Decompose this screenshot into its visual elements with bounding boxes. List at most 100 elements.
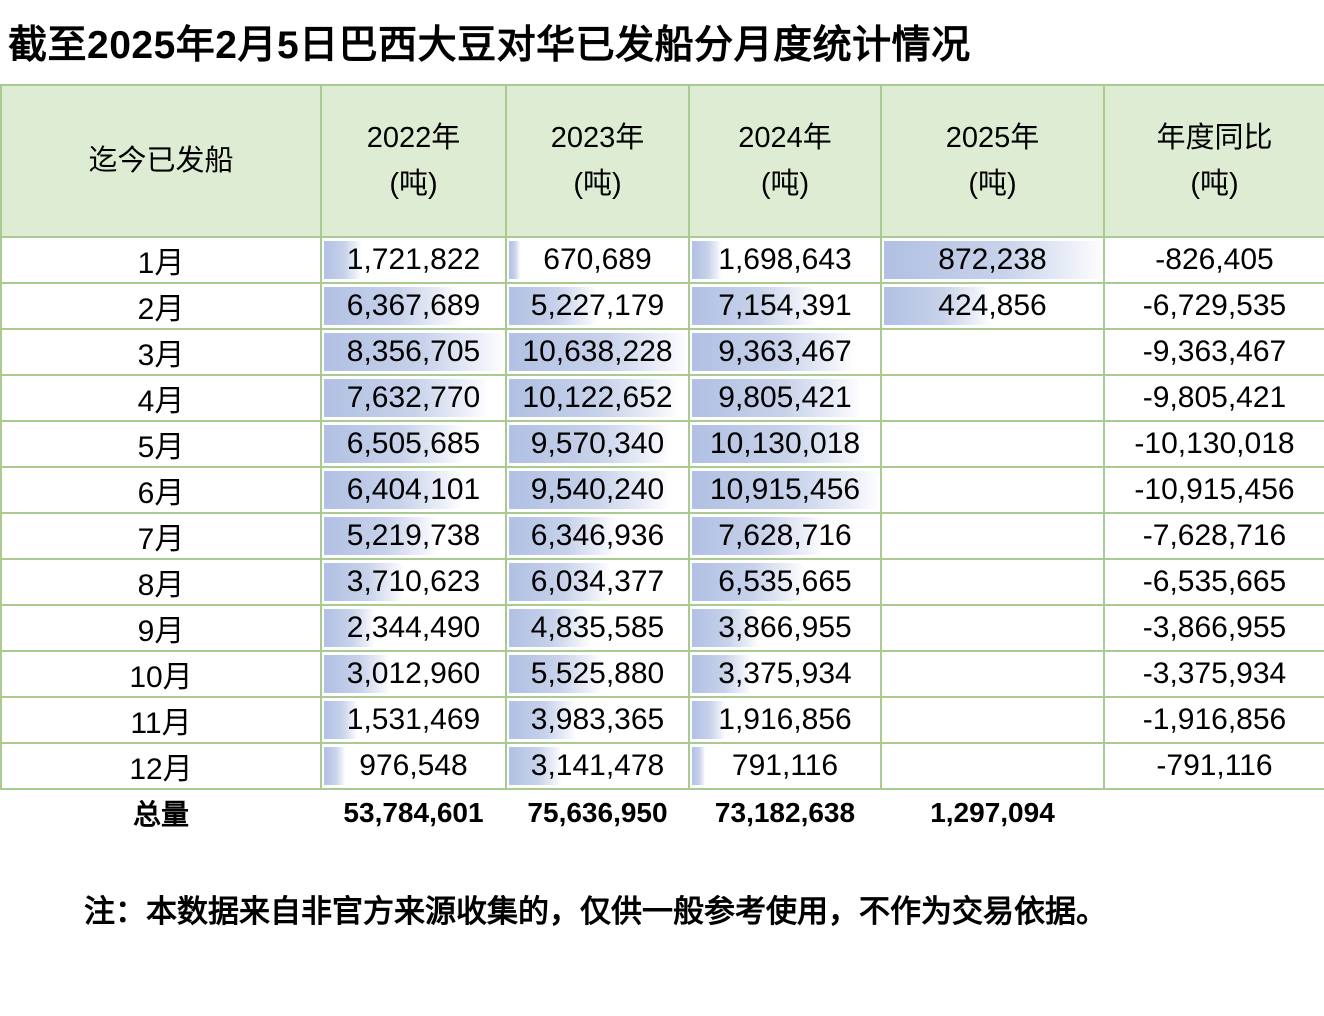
table-row: 1月 1,721,822 670,689 1,698,643 872,238 -826,4… (0, 236, 1324, 284)
header-yoy: 年度同比 (吨) (1103, 84, 1324, 238)
header-unit-label: (吨) (1190, 168, 1239, 200)
value-cell: 10,130,018 (688, 420, 882, 468)
value-cell: 10,122,652 (505, 374, 690, 422)
cell-value: 5,219,738 (346, 519, 481, 552)
data-bar (692, 701, 725, 739)
value-cell: 6,535,665 (688, 558, 882, 606)
table-row: 12月 976,548 3,141,478 791,116 -791,116 (0, 742, 1324, 790)
data-bar (324, 425, 464, 463)
data-bar (692, 333, 852, 371)
data-bar (324, 241, 361, 279)
month-cell: 8月 (0, 558, 322, 606)
month-cell: 2月 (0, 282, 322, 330)
value-cell: 7,628,716 (688, 512, 882, 560)
cell-value: 3,141,478 (530, 749, 665, 782)
value-cell: 7,154,391 (688, 282, 882, 330)
cell-value: 3,375,934 (718, 657, 852, 690)
cell-value: 3,012,960 (346, 657, 481, 690)
cell-value: 6,505,685 (346, 427, 481, 460)
cell-value: 5,227,179 (530, 289, 665, 322)
data-bar (692, 471, 878, 509)
month-cell: 4月 (0, 374, 322, 422)
page-title: 截至2025年2月5日巴西大豆对华已发船分月度统计情况 (8, 24, 971, 67)
data-bar (509, 333, 686, 371)
cell-value: 3,710,623 (346, 565, 481, 598)
value-cell: 4,835,585 (505, 604, 690, 652)
data-bar (324, 655, 389, 693)
table-row: 8月 3,710,623 6,034,377 6,535,665 -6,535,665 (0, 558, 1324, 606)
value-cell: 3,012,960 (320, 650, 507, 698)
cell-value: 6,404,101 (346, 473, 481, 506)
cell-value: 10,122,652 (522, 381, 673, 414)
total-row: 总量 53,784,601 75,636,950 73,182,638 1,297,09… (1, 789, 1324, 836)
value-cell (880, 328, 1105, 376)
cell-value: 7,628,716 (718, 519, 852, 552)
data-bar (692, 609, 758, 647)
yoy-cell: -9,363,467 (1103, 328, 1324, 376)
table-row: 7月 5,219,738 6,346,936 7,628,716 -7,628,716 (0, 512, 1324, 560)
cell-value: 10,130,018 (709, 427, 861, 460)
month-cell: 5月 (0, 420, 322, 468)
value-cell: 6,034,377 (505, 558, 690, 606)
value-cell (880, 374, 1105, 422)
value-cell: 9,570,340 (505, 420, 690, 468)
value-cell: 424,856 (880, 282, 1105, 330)
data-bar (884, 287, 990, 325)
value-cell (880, 696, 1105, 744)
cell-value: 3,866,955 (718, 611, 852, 644)
data-bar (324, 701, 357, 739)
cell-value: 1,916,856 (718, 703, 852, 736)
data-bar (509, 287, 596, 325)
data-bar (692, 287, 814, 325)
data-bar (509, 241, 521, 279)
header-year-label: 2023年 (550, 121, 645, 154)
data-bar (324, 609, 375, 647)
value-cell: 10,915,456 (688, 466, 882, 514)
data-bar (509, 655, 601, 693)
value-cell (880, 420, 1105, 468)
data-bar (509, 747, 562, 785)
cell-value: 9,540,240 (530, 473, 665, 506)
total-value: 73,182,638 (689, 789, 881, 836)
value-cell (880, 604, 1105, 652)
cell-value: 9,805,421 (718, 381, 852, 414)
value-cell: 9,805,421 (688, 374, 882, 422)
data-bar (884, 241, 1101, 279)
yoy-cell: -6,729,535 (1103, 282, 1324, 330)
value-cell: 6,404,101 (320, 466, 507, 514)
cell-value: 976,548 (359, 749, 468, 782)
data-bar (692, 425, 865, 463)
value-cell: 6,367,689 (320, 282, 507, 330)
value-cell: 5,219,738 (320, 512, 507, 560)
header-year-label: 2022年 (366, 121, 461, 154)
cell-value: 670,689 (543, 243, 652, 276)
yoy-cell: -826,405 (1103, 236, 1324, 284)
cell-value: 7,632,770 (346, 381, 481, 414)
data-bar (509, 425, 669, 463)
total-label: 总量 (1, 789, 321, 836)
data-bar (509, 379, 678, 417)
data-bar (509, 517, 615, 555)
month-cell: 7月 (0, 512, 322, 560)
value-cell: 2,344,490 (320, 604, 507, 652)
cell-value: 9,363,467 (718, 335, 852, 368)
value-cell (880, 650, 1105, 698)
value-cell: 6,505,685 (320, 420, 507, 468)
value-cell: 10,638,228 (505, 328, 690, 376)
footnote: 注：本数据来自非官方来源收集的，仅供一般参考使用，不作为交易依据。 (84, 894, 1107, 929)
value-cell: 791,116 (688, 742, 882, 790)
value-cell: 3,710,623 (320, 558, 507, 606)
total-value: 75,636,950 (506, 789, 689, 836)
data-bar (324, 287, 461, 325)
yoy-cell: -7,628,716 (1103, 512, 1324, 560)
cell-value: 1,721,822 (346, 243, 481, 276)
data-bar (692, 517, 822, 555)
value-cell: 7,632,770 (320, 374, 507, 422)
table-row: 6月 6,404,101 9,540,240 10,915,456 -10,915,45… (0, 466, 1324, 514)
data-bar (324, 747, 345, 785)
value-cell: 6,346,936 (505, 512, 690, 560)
data-bar (692, 747, 706, 785)
cell-value: 5,525,880 (530, 657, 665, 690)
value-cell: 3,375,934 (688, 650, 882, 698)
